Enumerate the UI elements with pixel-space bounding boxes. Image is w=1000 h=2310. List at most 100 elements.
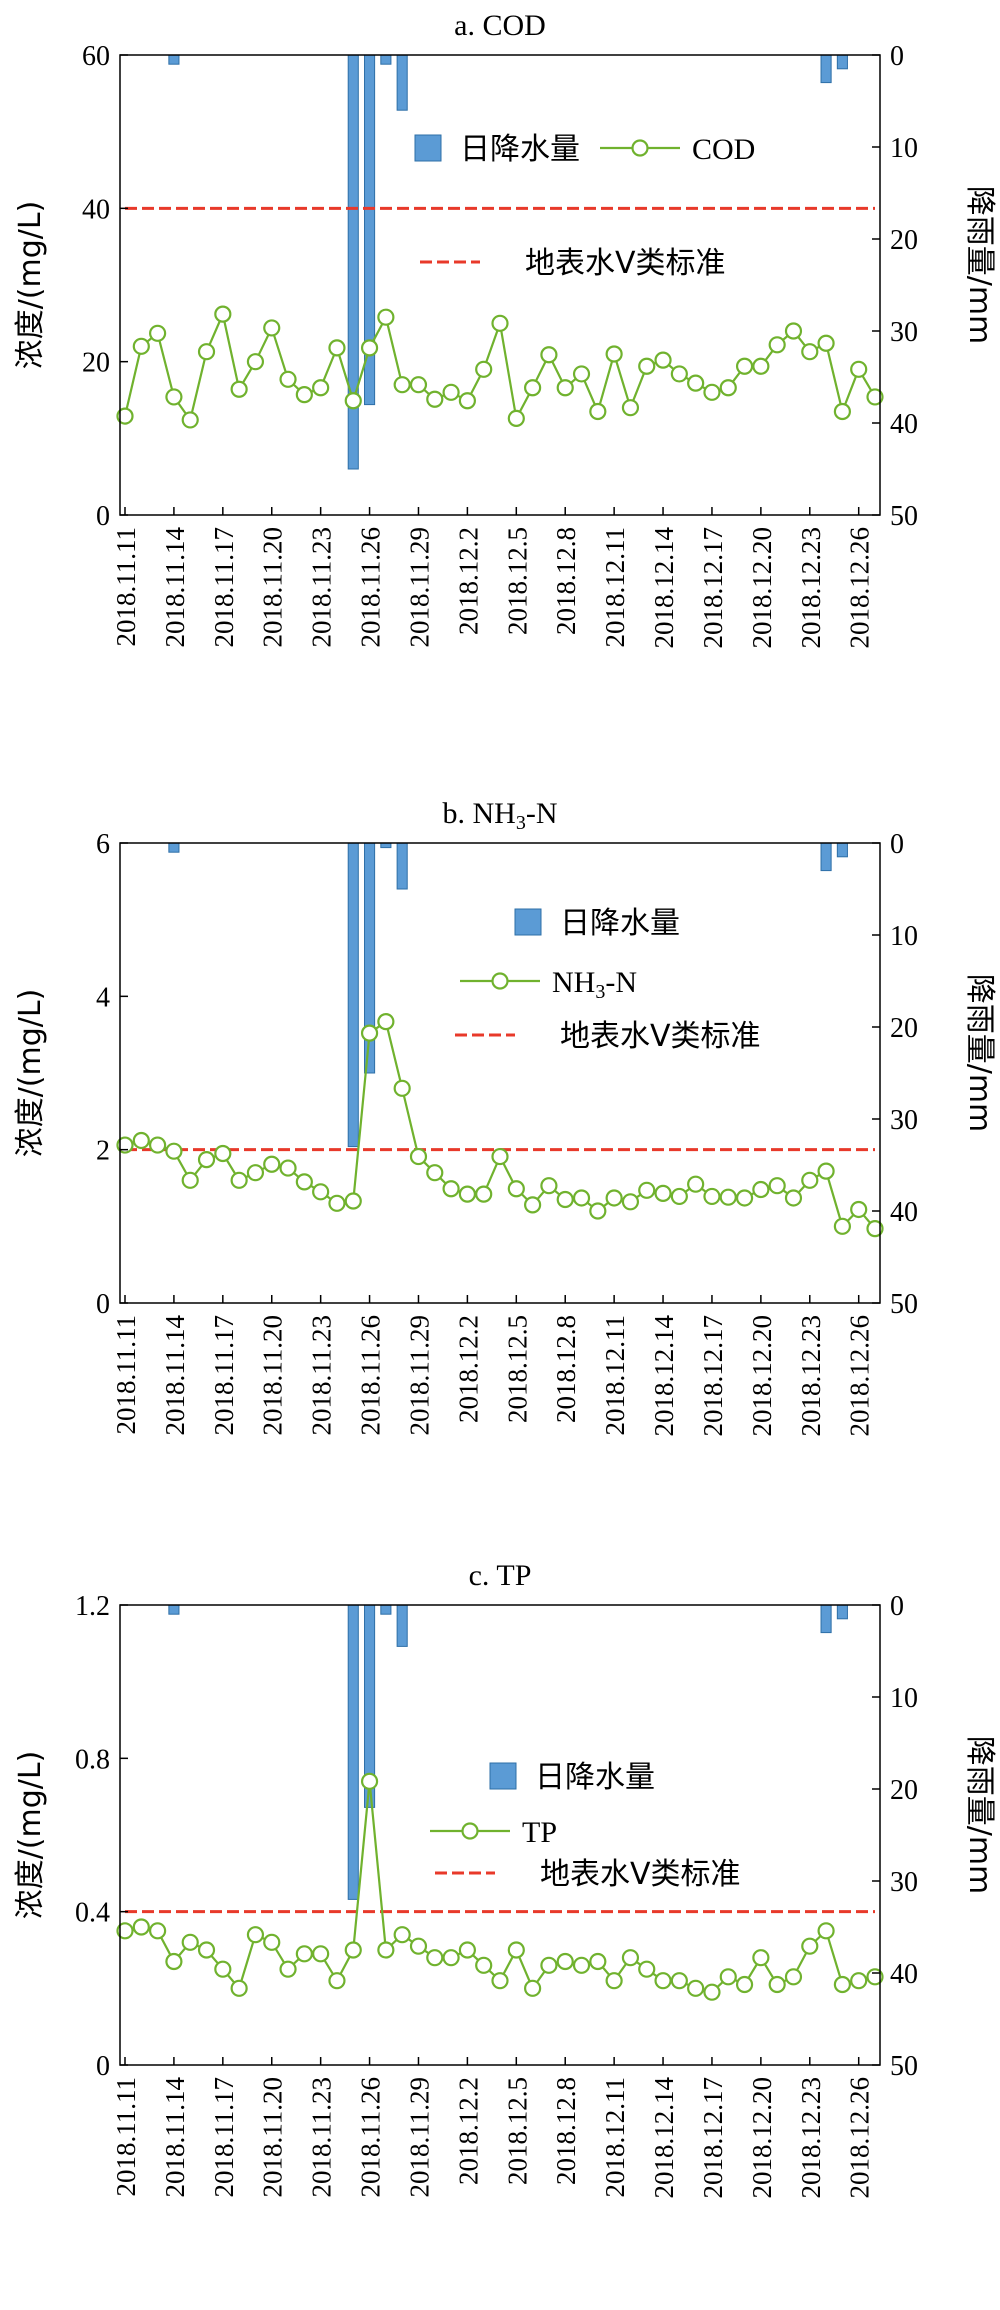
y-tick-label: 0.8 xyxy=(75,1744,110,1775)
rain-bar xyxy=(396,1604,408,1647)
x-tick-label: 2018.11.26 xyxy=(356,1315,386,1436)
x-tick-label: 2018.12.11 xyxy=(600,1315,630,1436)
series-point xyxy=(540,1956,558,1974)
x-tick-label: 2018.11.17 xyxy=(209,527,239,648)
series-point xyxy=(246,353,265,371)
x-tick-label: 2018.11.29 xyxy=(404,527,434,648)
series-point xyxy=(344,1941,362,1959)
series-point xyxy=(214,1144,232,1163)
series-point xyxy=(263,319,281,337)
rain-bar xyxy=(168,1604,180,1615)
series-point xyxy=(784,1968,803,1986)
y2-tick-label: 20 xyxy=(890,1013,918,1044)
legend-rain-swatch xyxy=(489,1762,517,1790)
series-point xyxy=(312,379,330,397)
series-point xyxy=(621,1193,640,1211)
x-tick-label: 2018.11.14 xyxy=(160,2077,190,2198)
series-point xyxy=(426,1949,444,1967)
series-point xyxy=(638,1181,656,1199)
series-point xyxy=(817,1922,835,1940)
y2-axis-label: 降雨量/mm xyxy=(962,974,997,1133)
x-tick-label: 2018.11.29 xyxy=(404,2077,434,2198)
series-point xyxy=(572,365,591,383)
y-tick-label: 1.2 xyxy=(75,1591,110,1622)
series-point xyxy=(866,388,884,406)
series-point xyxy=(475,1956,493,1974)
y2-tick-label: 50 xyxy=(890,2051,918,2082)
series-point xyxy=(214,305,232,323)
series-point xyxy=(312,1945,330,1963)
chart-panel-2: b. NH3-N 0 2 4 6 0 10 20 30 40 50 2018.11.11 2018.11… xyxy=(13,797,997,1437)
series-point xyxy=(197,1151,216,1169)
series-point xyxy=(556,1190,574,1209)
x-tick-label: 2018.12.5 xyxy=(502,2077,532,2185)
x-tick-label: 2018.11.17 xyxy=(209,1315,239,1436)
series-point xyxy=(703,383,721,401)
y-tick-label: 4 xyxy=(96,982,110,1013)
series-point xyxy=(181,1171,199,1189)
series-point xyxy=(524,379,542,397)
series-point xyxy=(670,365,688,383)
series-point xyxy=(817,1162,835,1180)
series-point xyxy=(165,1952,183,1971)
series-point xyxy=(295,1173,313,1191)
series-point xyxy=(687,1979,705,1997)
series-point xyxy=(360,1024,379,1042)
legend-series-marker xyxy=(631,139,649,157)
x-tick-label: 2018.11.29 xyxy=(404,1315,434,1436)
series-point xyxy=(687,1175,705,1193)
series-point xyxy=(328,1972,346,1990)
series-point xyxy=(605,1189,623,1207)
series-point xyxy=(589,402,607,421)
series-point xyxy=(214,1960,232,1978)
x-tick-label: 2018.12.17 xyxy=(698,2077,728,2199)
y2-axis-label: 降雨量/mm xyxy=(962,1736,997,1895)
series-point xyxy=(116,1136,134,1154)
x-tick-label: 2018.11.14 xyxy=(160,1315,190,1436)
series-point xyxy=(801,1171,819,1189)
rain-bar xyxy=(380,54,392,65)
x-tick-label: 2018.12.14 xyxy=(649,2077,679,2199)
series-point xyxy=(572,1189,591,1207)
series-point xyxy=(801,343,819,361)
series-point xyxy=(377,308,395,326)
series-point xyxy=(132,1131,150,1150)
legend-standard-label: 地表水V类标准 xyxy=(560,1019,761,1054)
series-point xyxy=(458,392,476,410)
series-point xyxy=(360,339,379,357)
y2-tick-label: 30 xyxy=(890,1105,918,1136)
x-tick-label: 2018.11.17 xyxy=(209,2077,239,2198)
x-tick-label: 2018.12.5 xyxy=(502,1315,532,1423)
series-point xyxy=(279,370,297,388)
series-point xyxy=(703,1983,721,2001)
series-point xyxy=(132,337,150,355)
y-tick-label: 6 xyxy=(96,829,110,860)
chart-panel-3: c. TP 0 0.4 0.8 1.2 0 10 20 30 40 50 2018.11.11 2018… xyxy=(13,1559,997,2199)
chart-title: a. COD xyxy=(454,9,546,42)
series-point xyxy=(409,376,428,394)
series-point xyxy=(426,1164,444,1182)
x-tick-label: 2018.12.20 xyxy=(747,1315,777,1437)
y2-tick-label: 30 xyxy=(890,1867,918,1898)
x-tick-label: 2018.12.5 xyxy=(502,527,532,635)
series-point xyxy=(850,1972,868,1990)
y2-tick-label: 10 xyxy=(890,133,918,164)
x-tick-label: 2018.11.11 xyxy=(111,1315,141,1435)
x-tick-label: 2018.12.11 xyxy=(600,527,630,648)
x-tick-label: 2018.12.17 xyxy=(698,1315,728,1437)
series-point xyxy=(638,1960,656,1978)
series-point xyxy=(116,407,134,425)
rain-bar xyxy=(820,842,832,872)
series-point xyxy=(442,1949,460,1967)
series-point xyxy=(328,339,346,357)
series-point xyxy=(197,343,216,361)
y-tick-label: 40 xyxy=(82,194,110,225)
y2-tick-label: 20 xyxy=(890,225,918,256)
series-point xyxy=(360,1772,379,1790)
rain-bar xyxy=(836,842,848,858)
series-point xyxy=(540,1177,558,1195)
series-point xyxy=(703,1187,721,1206)
series-point xyxy=(540,346,558,364)
legend-series-label: COD xyxy=(692,133,755,166)
y2-tick-label: 50 xyxy=(890,501,918,532)
